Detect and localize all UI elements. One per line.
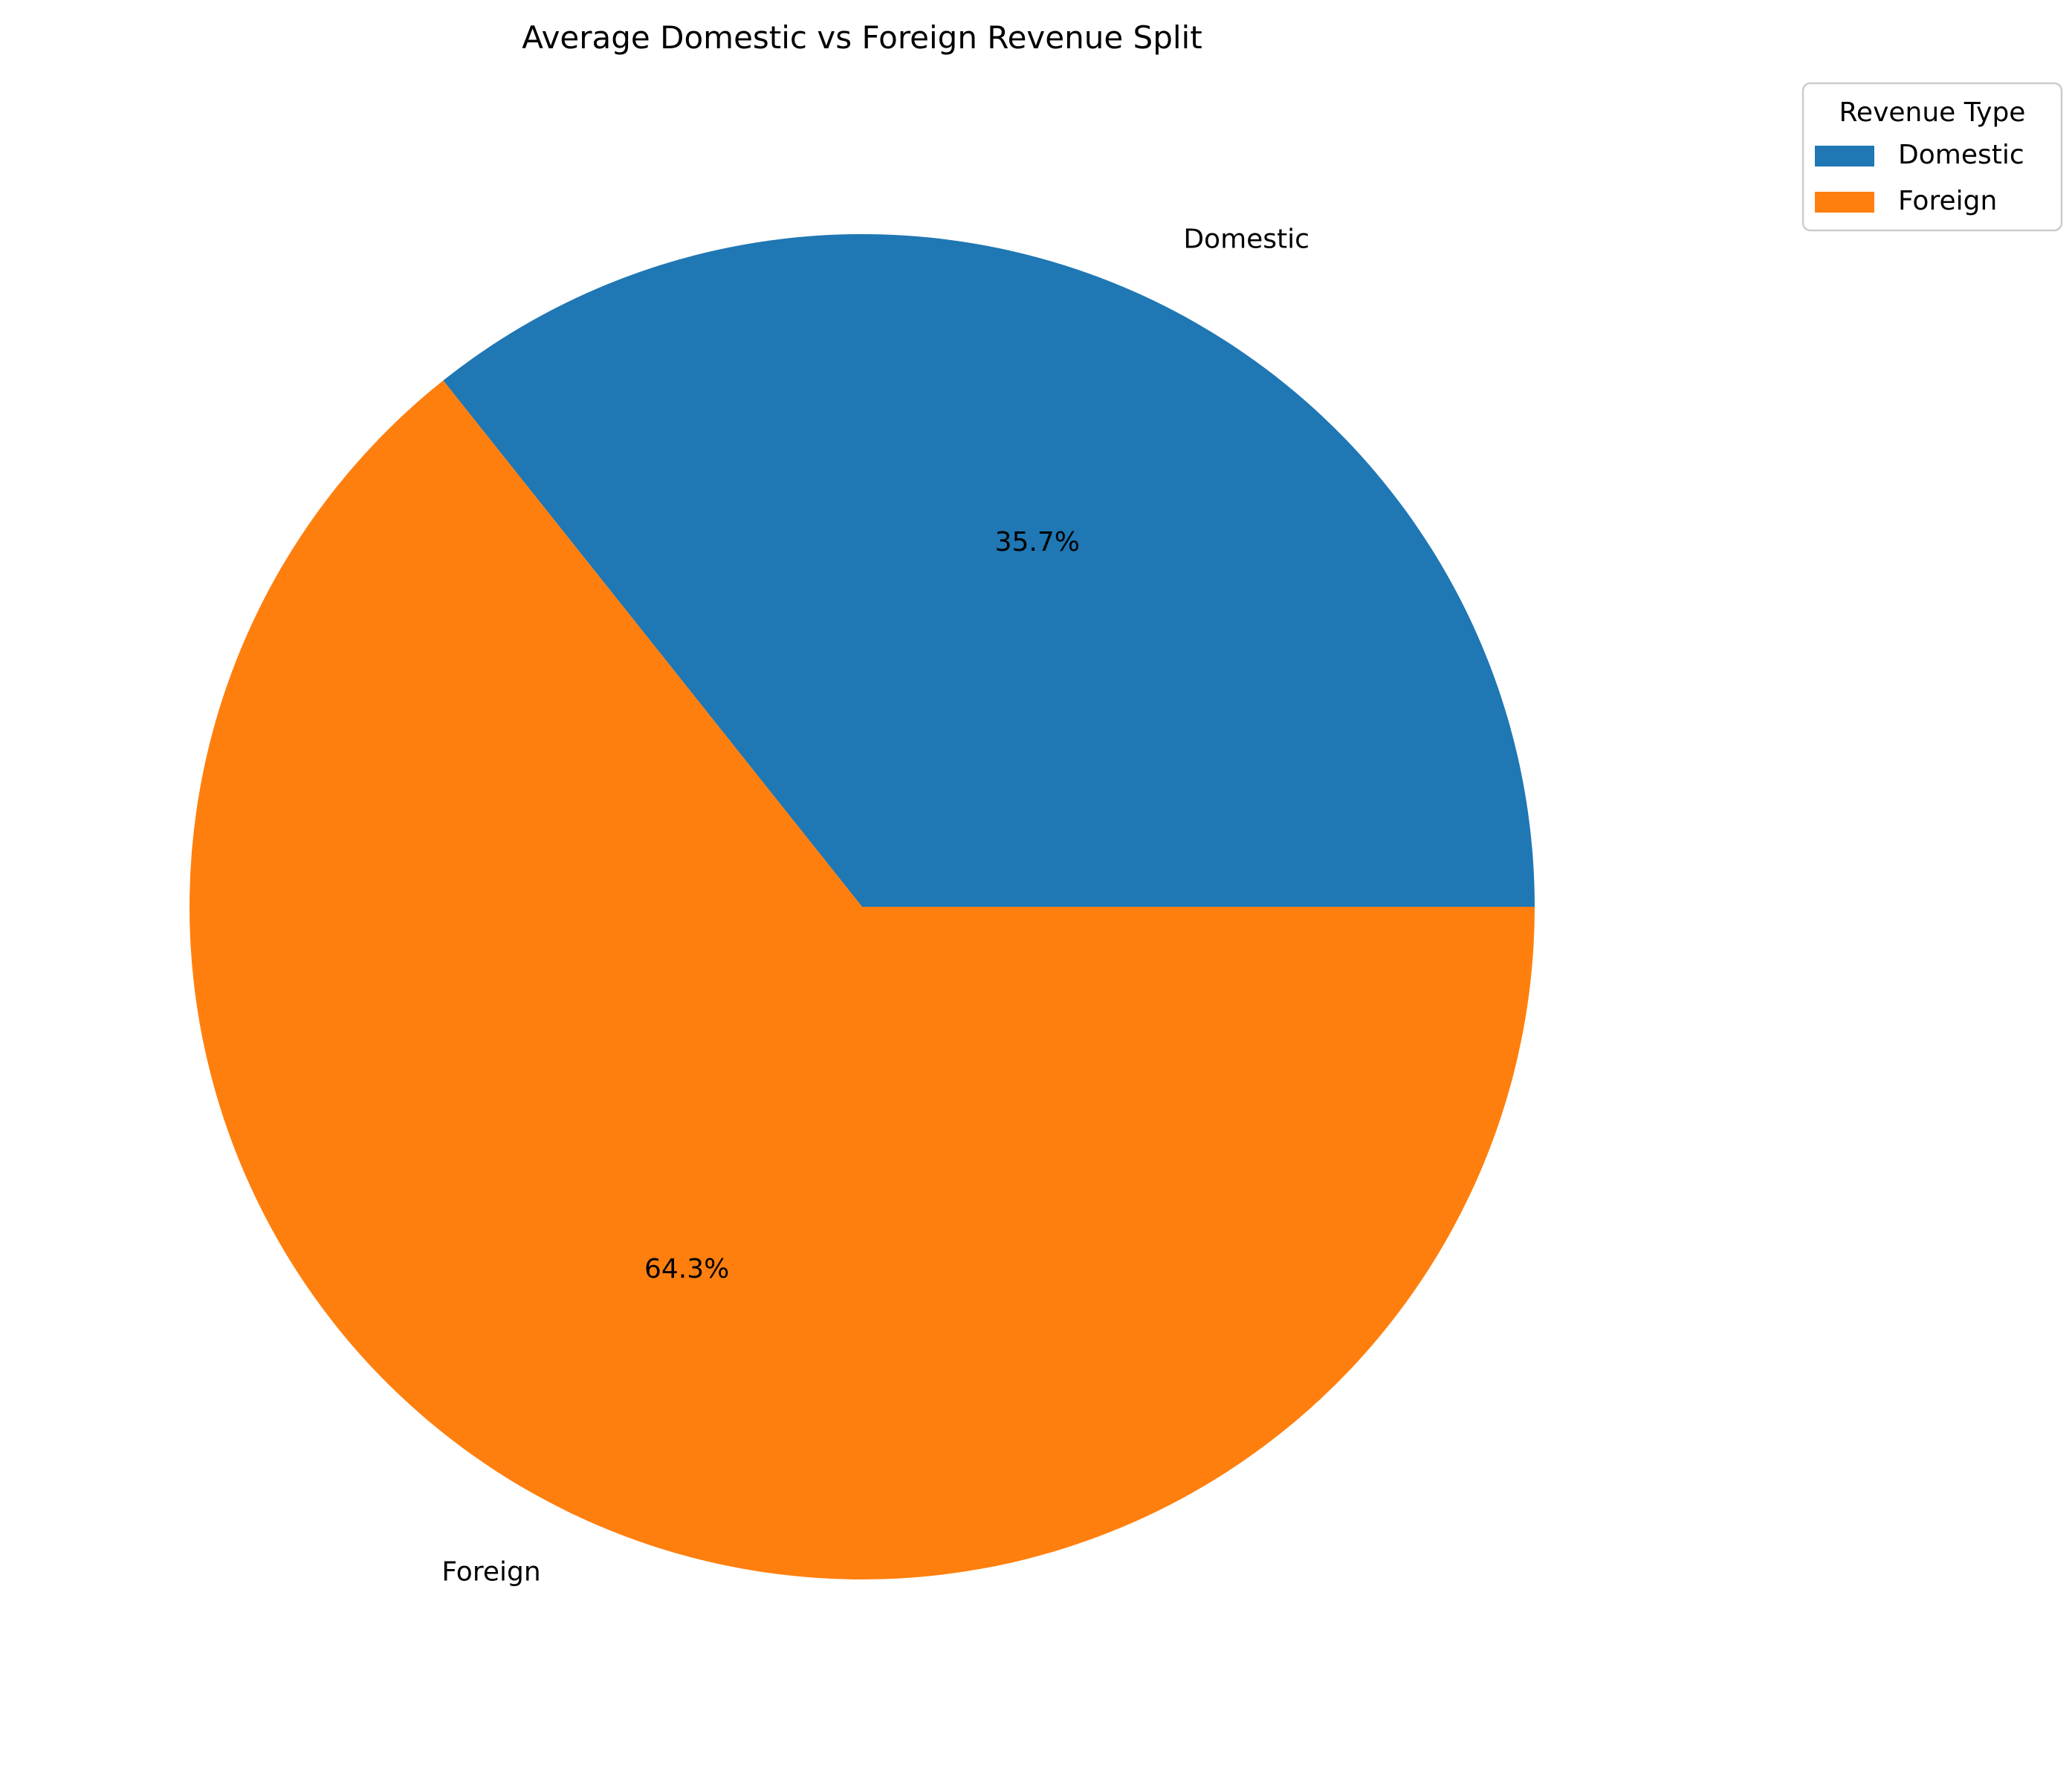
legend-label-domestic: Domestic bbox=[1898, 140, 2024, 170]
slice-label-domestic: Domestic bbox=[1183, 224, 1309, 254]
legend-entries: Domestic Foreign bbox=[1815, 140, 2024, 216]
legend-swatch-foreign bbox=[1815, 192, 1874, 213]
legend-title: Revenue Type bbox=[1839, 97, 2026, 128]
chart-title: Average Domestic vs Foreign Revenue Spli… bbox=[522, 19, 1202, 56]
legend-swatch-domestic bbox=[1815, 146, 1874, 166]
slice-percent-foreign: 64.3% bbox=[644, 1254, 729, 1284]
slice-percent-domestic: 35.7% bbox=[995, 527, 1080, 557]
pie-slices bbox=[190, 234, 1535, 1580]
pie-slice-domestic bbox=[443, 234, 1535, 907]
legend: Revenue Type Domestic Foreign bbox=[1801, 82, 2063, 232]
slice-percent-labels: 35.7% 64.3% bbox=[644, 527, 1080, 1284]
slice-label-foreign: Foreign bbox=[441, 1557, 540, 1588]
pie-slice-foreign bbox=[190, 380, 1535, 1580]
legend-label-foreign: Foreign bbox=[1898, 186, 1997, 216]
slice-category-labels: Domestic Foreign bbox=[441, 224, 1309, 1587]
